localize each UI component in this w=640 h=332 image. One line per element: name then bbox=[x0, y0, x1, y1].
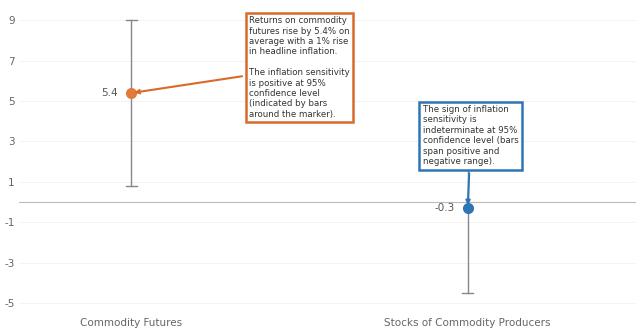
Text: Returns on commodity
futures rise by 5.4% on
average with a 1% rise
in headline : Returns on commodity futures rise by 5.4… bbox=[136, 16, 350, 119]
Text: 5.4: 5.4 bbox=[101, 88, 118, 98]
Text: The sign of inflation
sensitivity is
indeterminate at 95%
confidence level (bars: The sign of inflation sensitivity is ind… bbox=[423, 105, 518, 203]
Text: -0.3: -0.3 bbox=[434, 203, 454, 213]
